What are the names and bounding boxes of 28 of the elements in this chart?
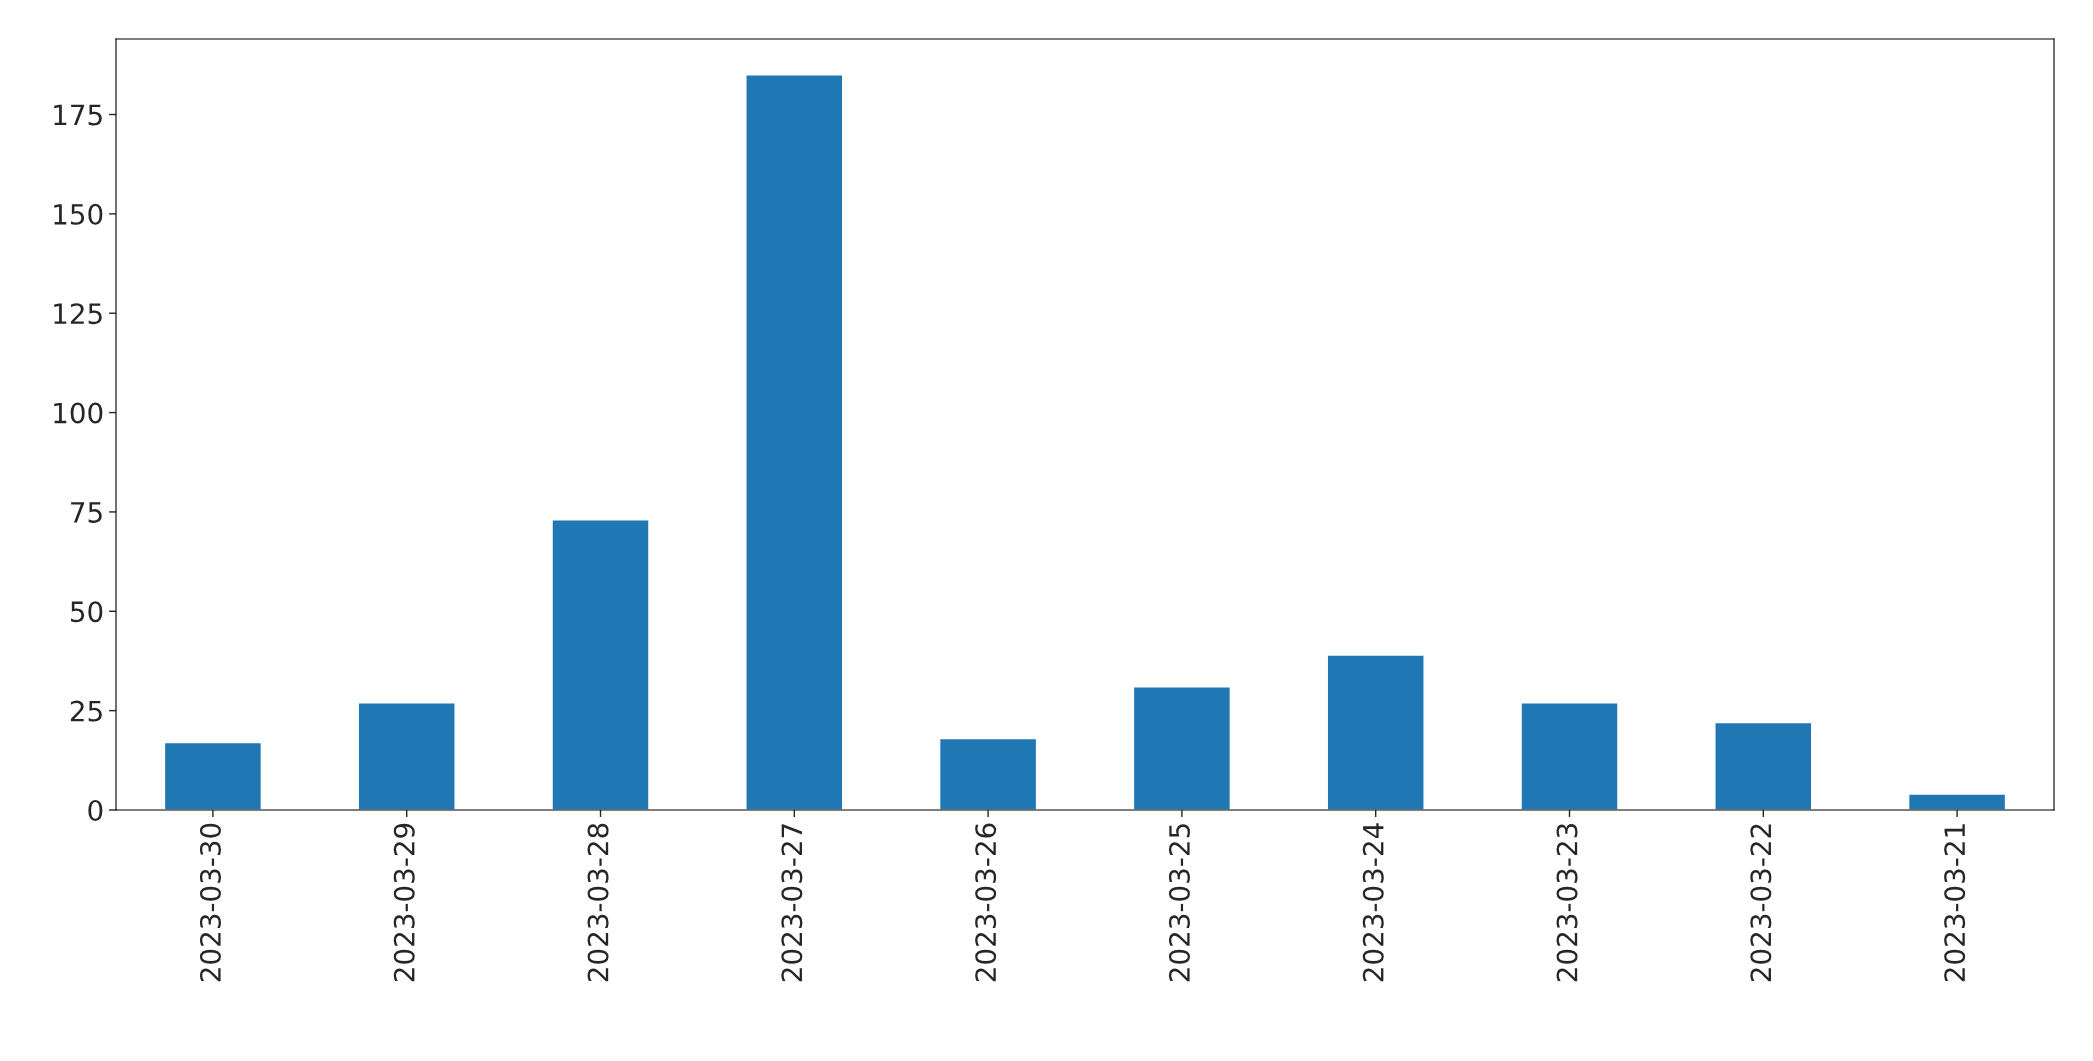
y-tick-label: 100 xyxy=(54,402,103,424)
y-tick-label: 0 xyxy=(88,799,103,821)
y-tick-label: 125 xyxy=(54,303,102,325)
bar xyxy=(1714,721,1813,810)
x-tick-label: 2023-03-26 xyxy=(975,823,997,982)
x-tick-label: 2023-03-24 xyxy=(1362,823,1384,982)
bar xyxy=(1907,793,2007,810)
x-tick-label: 2023-03-28 xyxy=(587,823,609,982)
x-tick-label: 2023-03-29 xyxy=(393,823,415,982)
bar xyxy=(1326,654,1425,810)
bar xyxy=(551,519,650,810)
x-tick-label: 2023-03-27 xyxy=(781,824,803,982)
y-tick-label: 25 xyxy=(70,700,102,722)
bar xyxy=(745,74,844,810)
x-tick-label: 2023-03-21 xyxy=(1944,824,1966,982)
y-tick-label: 175 xyxy=(54,104,102,126)
bar xyxy=(163,741,263,810)
x-tick-label: 2023-03-23 xyxy=(1556,824,1578,982)
bar xyxy=(1520,702,1619,810)
bar xyxy=(1132,686,1232,810)
x-tick-label: 2023-03-30 xyxy=(199,823,221,982)
y-tick-label: 75 xyxy=(71,502,102,523)
bar xyxy=(357,702,456,810)
x-tick-label: 2023-03-22 xyxy=(1750,824,1772,982)
y-tick-label: 150 xyxy=(54,203,103,225)
y-tick-label: 50 xyxy=(70,601,103,623)
x-tick-label: 2023-03-25 xyxy=(1168,824,1190,982)
bar xyxy=(938,737,1038,810)
